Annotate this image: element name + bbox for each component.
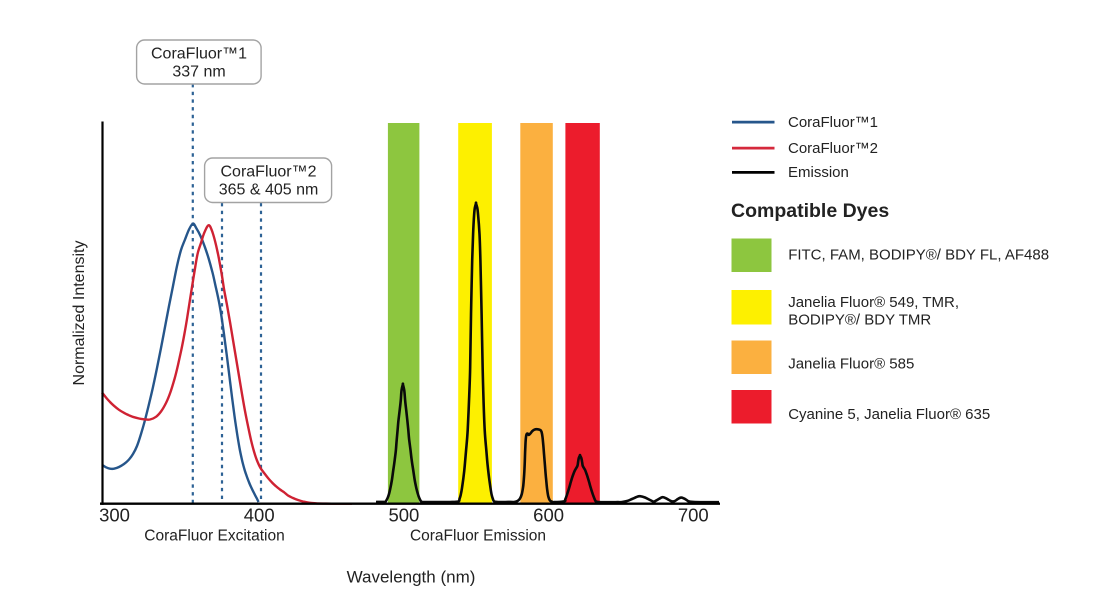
svg-text:CoraFluor™2: CoraFluor™2 (220, 164, 316, 181)
svg-text:Compatible Dyes: Compatible Dyes (731, 200, 889, 222)
svg-text:600: 600 (533, 505, 564, 526)
svg-text:FITC, FAM, BODIPY®/ BDY FL, AF: FITC, FAM, BODIPY®/ BDY FL, AF488 (788, 247, 1049, 264)
svg-text:500: 500 (388, 505, 419, 526)
svg-text:CoraFluor Emission: CoraFluor Emission (410, 528, 546, 545)
svg-text:Cyanine 5, Janelia Fluor® 635: Cyanine 5, Janelia Fluor® 635 (788, 406, 990, 423)
svg-text:700: 700 (678, 505, 709, 526)
svg-text:CoraFluor™1: CoraFluor™1 (151, 46, 247, 63)
svg-text:Normalized Intensity: Normalized Intensity (71, 241, 88, 386)
svg-text:CoraFluor™1: CoraFluor™1 (788, 114, 878, 131)
svg-text:337 nm: 337 nm (172, 64, 225, 81)
svg-text:Emission: Emission (788, 164, 849, 181)
svg-text:365 & 405 nm: 365 & 405 nm (219, 182, 319, 199)
svg-text:Janelia Fluor® 549, TMR,: Janelia Fluor® 549, TMR, (788, 294, 959, 311)
svg-text:Wavelength (nm): Wavelength (nm) (347, 568, 476, 587)
svg-text:CoraFluor Excitation: CoraFluor Excitation (144, 528, 284, 545)
svg-text:300: 300 (99, 505, 130, 526)
svg-text:400: 400 (244, 505, 275, 526)
svg-text:CoraFluor™2: CoraFluor™2 (788, 140, 878, 157)
svg-text:BODIPY®/ BDY TMR: BODIPY®/ BDY TMR (788, 311, 931, 328)
svg-text:Janelia Fluor® 585: Janelia Fluor® 585 (788, 355, 914, 372)
